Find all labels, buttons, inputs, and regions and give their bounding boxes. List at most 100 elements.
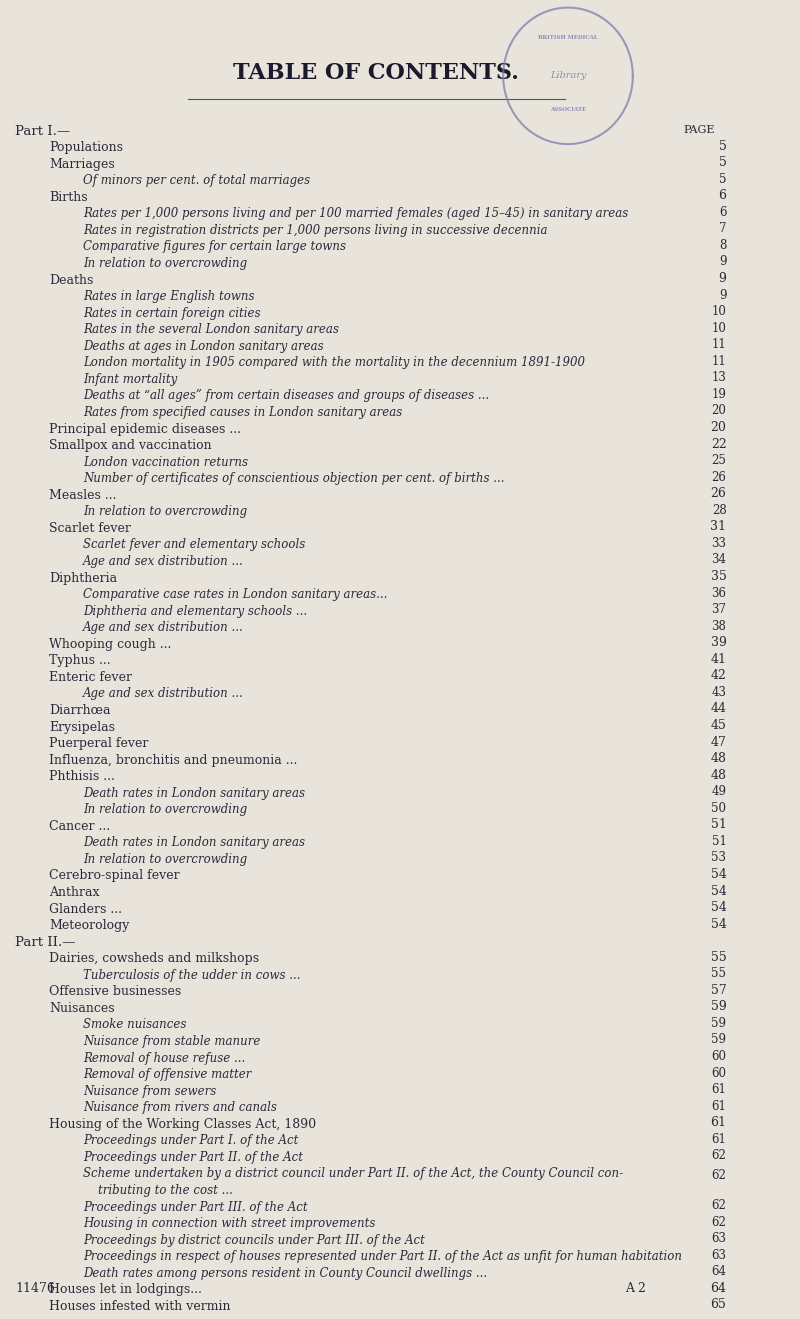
- Text: 5: 5: [718, 140, 726, 153]
- Text: 57: 57: [710, 984, 726, 997]
- Text: Part II.—: Part II.—: [15, 935, 75, 948]
- Text: 61: 61: [711, 1100, 726, 1113]
- Text: Cancer ...: Cancer ...: [49, 820, 110, 832]
- Text: Rates from specified causes in London sanitary areas: Rates from specified causes in London sa…: [83, 406, 402, 419]
- Text: 7: 7: [719, 223, 726, 235]
- Text: In relation to overcrowding: In relation to overcrowding: [83, 803, 247, 816]
- Text: Enteric fever: Enteric fever: [49, 671, 132, 683]
- Text: Marriages: Marriages: [49, 158, 114, 170]
- Text: Meteorology: Meteorology: [49, 919, 130, 933]
- Text: Deaths at ages in London sanitary areas: Deaths at ages in London sanitary areas: [83, 340, 323, 352]
- Text: Removal of offensive matter: Removal of offensive matter: [83, 1068, 251, 1082]
- Text: Smallpox and vaccination: Smallpox and vaccination: [49, 439, 211, 452]
- Text: 37: 37: [711, 603, 726, 616]
- Text: Cerebro-spinal fever: Cerebro-spinal fever: [49, 869, 179, 882]
- Text: 48: 48: [710, 769, 726, 782]
- Text: In relation to overcrowding: In relation to overcrowding: [83, 505, 247, 518]
- Text: 51: 51: [710, 818, 726, 831]
- Text: 48: 48: [710, 752, 726, 765]
- Text: 60: 60: [711, 1067, 726, 1079]
- Text: Whooping cough ...: Whooping cough ...: [49, 637, 171, 650]
- Text: Diphtheria: Diphtheria: [49, 571, 117, 584]
- Text: 5: 5: [719, 173, 726, 186]
- Text: Births: Births: [49, 191, 87, 204]
- Text: 28: 28: [712, 504, 726, 517]
- Text: 49: 49: [711, 785, 726, 798]
- Text: Rates in the several London sanitary areas: Rates in the several London sanitary are…: [83, 323, 338, 336]
- Text: 63: 63: [711, 1232, 726, 1245]
- Text: 26: 26: [711, 471, 726, 484]
- Text: Houses infested with vermin: Houses infested with vermin: [49, 1299, 230, 1312]
- Text: Nuisance from rivers and canals: Nuisance from rivers and canals: [83, 1101, 277, 1115]
- Text: Proceedings under Part I. of the Act: Proceedings under Part I. of the Act: [83, 1134, 298, 1148]
- Text: Tuberculosis of the udder in cows ...: Tuberculosis of the udder in cows ...: [83, 968, 300, 981]
- Text: Death rates in London sanitary areas: Death rates in London sanitary areas: [83, 786, 305, 799]
- Text: 10: 10: [711, 305, 726, 318]
- Text: Nuisances: Nuisances: [49, 1002, 114, 1014]
- Text: 64: 64: [711, 1265, 726, 1278]
- Text: Age and sex distribution ...: Age and sex distribution ...: [83, 621, 243, 634]
- Text: Nuisance from sewers: Nuisance from sewers: [83, 1084, 216, 1097]
- Text: 26: 26: [710, 487, 726, 500]
- Text: 59: 59: [710, 1000, 726, 1013]
- Text: BRITISH MEDICAL: BRITISH MEDICAL: [538, 36, 598, 41]
- Text: 60: 60: [711, 1050, 726, 1063]
- Text: 55: 55: [711, 967, 726, 980]
- Text: A 2: A 2: [625, 1282, 646, 1295]
- Text: Proceedings in respect of houses represented under Part II. of the Act as unfit : Proceedings in respect of houses represe…: [83, 1250, 682, 1264]
- Text: 20: 20: [710, 421, 726, 434]
- Text: ASSOCIATE: ASSOCIATE: [550, 107, 586, 112]
- Text: 62: 62: [711, 1199, 726, 1212]
- Text: Principal epidemic diseases ...: Principal epidemic diseases ...: [49, 422, 241, 435]
- Text: Erysipelas: Erysipelas: [49, 720, 115, 733]
- Text: Part I.—: Part I.—: [15, 125, 70, 138]
- Text: 51: 51: [711, 835, 726, 848]
- Text: Deaths: Deaths: [49, 273, 94, 286]
- Text: tributing to the cost ...: tributing to the cost ...: [98, 1184, 233, 1198]
- Text: Housing in connection with street improvements: Housing in connection with street improv…: [83, 1217, 375, 1231]
- Text: Scarlet fever: Scarlet fever: [49, 522, 131, 536]
- Text: PAGE: PAGE: [684, 125, 715, 136]
- Text: Nuisance from stable manure: Nuisance from stable manure: [83, 1035, 260, 1049]
- Text: Dairies, cowsheds and milkshops: Dairies, cowsheds and milkshops: [49, 952, 259, 966]
- Text: 62: 62: [711, 1169, 726, 1182]
- Text: 35: 35: [710, 570, 726, 583]
- Text: 13: 13: [711, 372, 726, 384]
- Text: Death rates among persons resident in County Council dwellings ...: Death rates among persons resident in Co…: [83, 1266, 487, 1279]
- Text: 34: 34: [711, 554, 726, 566]
- Text: Comparative figures for certain large towns: Comparative figures for certain large to…: [83, 240, 346, 253]
- Text: 43: 43: [711, 686, 726, 699]
- Text: 65: 65: [710, 1298, 726, 1311]
- Text: Number of certificates of conscientious objection per cent. of births ...: Number of certificates of conscientious …: [83, 472, 504, 485]
- Text: 20: 20: [711, 405, 726, 417]
- Text: 6: 6: [719, 206, 726, 219]
- Text: 63: 63: [711, 1249, 726, 1262]
- Text: 25: 25: [711, 454, 726, 467]
- Text: Comparative case rates in London sanitary areas...: Comparative case rates in London sanitar…: [83, 588, 387, 601]
- Text: 19: 19: [711, 388, 726, 401]
- Text: 22: 22: [710, 438, 726, 451]
- Text: Diphtheria and elementary schools ...: Diphtheria and elementary schools ...: [83, 604, 307, 617]
- Text: 62: 62: [711, 1216, 726, 1228]
- Text: Smoke nuisances: Smoke nuisances: [83, 1018, 186, 1031]
- Text: Scheme undertaken by a district council under Part II. of the Act, the County Co: Scheme undertaken by a district council …: [83, 1167, 623, 1181]
- Text: Rates in large English towns: Rates in large English towns: [83, 290, 254, 303]
- Text: Proceedings under Part III. of the Act: Proceedings under Part III. of the Act: [83, 1200, 307, 1213]
- Text: Houses let in lodgings...: Houses let in lodgings...: [49, 1283, 202, 1297]
- Text: London vaccination returns: London vaccination returns: [83, 455, 248, 468]
- Text: 38: 38: [711, 620, 726, 633]
- Text: Measles ...: Measles ...: [49, 489, 117, 501]
- Text: Library: Library: [550, 71, 586, 80]
- Text: Typhus ...: Typhus ...: [49, 654, 110, 667]
- Text: Populations: Populations: [49, 141, 123, 154]
- Text: 31: 31: [710, 520, 726, 533]
- Text: 53: 53: [711, 851, 726, 864]
- Text: 11476: 11476: [15, 1282, 55, 1295]
- Text: 54: 54: [710, 901, 726, 914]
- Text: In relation to overcrowding: In relation to overcrowding: [83, 257, 247, 270]
- Text: 54: 54: [710, 868, 726, 881]
- Text: Influenza, bronchitis and pneumonia ...: Influenza, bronchitis and pneumonia ...: [49, 753, 298, 766]
- Text: Rates per 1,000 persons living and per 100 married females (aged 15–45) in sanit: Rates per 1,000 persons living and per 1…: [83, 207, 628, 220]
- Text: Of minors per cent. of total marriages: Of minors per cent. of total marriages: [83, 174, 310, 187]
- Text: Removal of house refuse ...: Removal of house refuse ...: [83, 1051, 245, 1064]
